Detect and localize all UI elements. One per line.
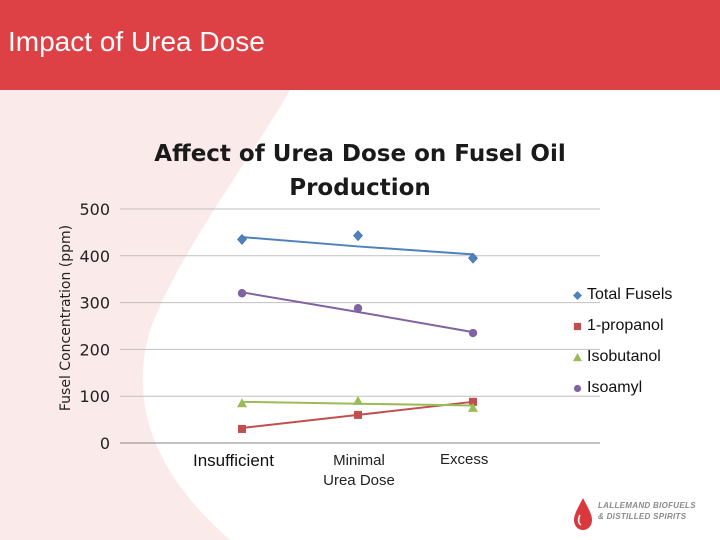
- legend-item-isobutanol: Isobutanol: [573, 345, 672, 376]
- chart-legend: Total Fusels 1-propanol Isobutanol Isoamyl: [573, 283, 672, 407]
- y-tick-label-100: 100: [79, 387, 110, 406]
- logo-text-line2: & DISTILLED SPIRITS: [598, 512, 687, 521]
- y-tick-label-300: 300: [79, 294, 110, 313]
- point-1-propanol-minimal: [354, 410, 362, 419]
- legend-marker-isobutanol: [573, 353, 582, 362]
- point-isobutanol-excess: [468, 402, 478, 412]
- point-1-propanol-insufficient: [238, 424, 246, 433]
- point-isobutanol-minimal: [353, 395, 363, 405]
- x-tick-label-minimal-text: Minimal: [333, 452, 385, 469]
- legend-item-1-propanol: 1-propanol: [573, 314, 672, 345]
- legend-marker-isoamyl: [573, 384, 582, 393]
- point-isoamyl-minimal: [353, 304, 363, 313]
- logo-text-line1: LALLEMAND BIOFUELS: [598, 501, 696, 510]
- legend-item-isoamyl: Isoamyl: [573, 376, 672, 407]
- legend-label-1-propanol: 1-propanol: [587, 317, 664, 334]
- legend-label-isobutanol: Isobutanol: [587, 348, 661, 365]
- legend-marker-1-propanol: [573, 322, 582, 331]
- x-tick-label-excess: Excess: [440, 451, 489, 468]
- y-tick-label-500: 500: [79, 200, 110, 219]
- x-tick-label-insufficient: Insufficient: [193, 451, 274, 470]
- trendline-total-fusels: [241, 236, 474, 256]
- logo-drop-icon: [574, 498, 592, 530]
- y-axis-label: Fusel Concentration (ppm): [58, 225, 74, 411]
- slide-title: Impact of Urea Dose: [8, 26, 265, 57]
- x-tick-label-minimal: Minimal Urea Dose: [300, 451, 418, 491]
- chart-title: Affect of Urea Dose on Fusel Oil Product…: [154, 141, 566, 201]
- point-total-fusels-insufficient: [237, 233, 247, 245]
- point-total-fusels-excess: [468, 252, 478, 264]
- legend-label-isoamyl: Isoamyl: [587, 379, 643, 396]
- header-bar: [0, 0, 720, 90]
- legend-marker-total-fusels: [573, 291, 582, 300]
- y-tick-label-400: 400: [79, 247, 110, 266]
- point-isoamyl-excess: [468, 328, 478, 338]
- point-1-propanol-excess: [469, 397, 477, 406]
- point-isobutanol-insufficient: [237, 398, 247, 408]
- y-tick-label-200: 200: [79, 340, 110, 359]
- point-total-fusels-minimal: [353, 230, 363, 242]
- legend-label-total-fusels: Total Fusels: [587, 286, 673, 303]
- point-isoamyl-insufficient: [237, 289, 247, 298]
- legend-item-total-fusels: Total Fusels: [573, 283, 672, 314]
- y-tick-label-0: 0: [100, 434, 110, 453]
- lallemand-logo: LALLEMAND BIOFUELS & DISTILLED SPIRITS: [572, 495, 712, 535]
- x-axis-label: Urea Dose: [323, 472, 395, 489]
